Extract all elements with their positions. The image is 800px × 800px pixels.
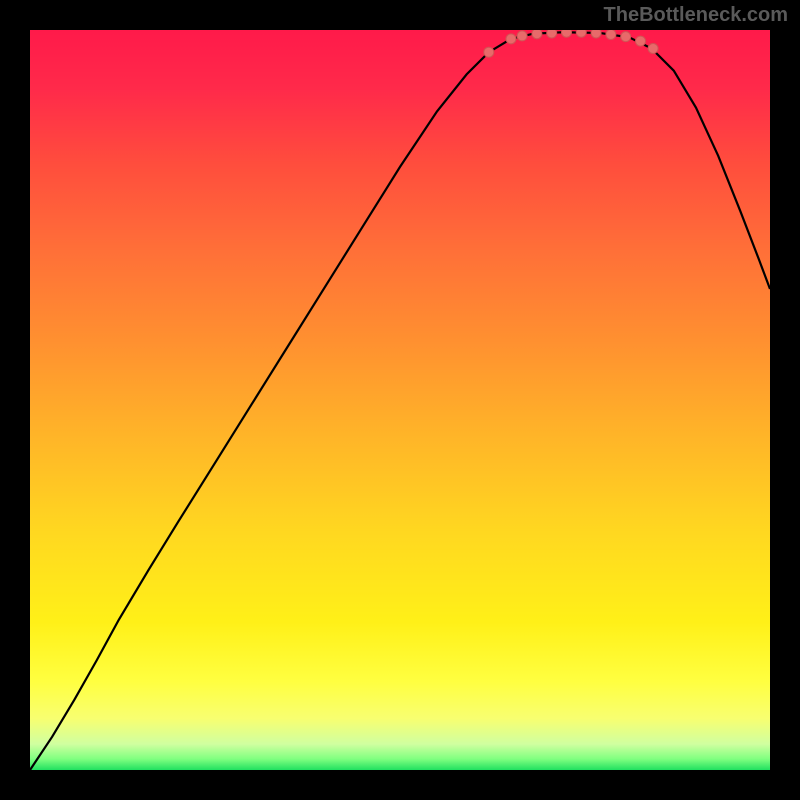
marker-point	[636, 36, 646, 46]
marker-point	[484, 47, 494, 57]
marker-point	[562, 30, 572, 37]
chart-svg	[30, 30, 770, 770]
chart-container	[30, 30, 770, 770]
marker-point	[606, 30, 616, 39]
marker-point	[648, 44, 658, 54]
marker-point	[517, 31, 527, 41]
marker-point	[532, 30, 542, 39]
watermark-text: TheBottleneck.com	[604, 4, 788, 27]
marker-point	[506, 34, 516, 44]
chart-background	[30, 30, 770, 770]
marker-point	[576, 30, 586, 37]
marker-point	[591, 30, 601, 38]
marker-point	[621, 32, 631, 42]
marker-point	[547, 30, 557, 38]
